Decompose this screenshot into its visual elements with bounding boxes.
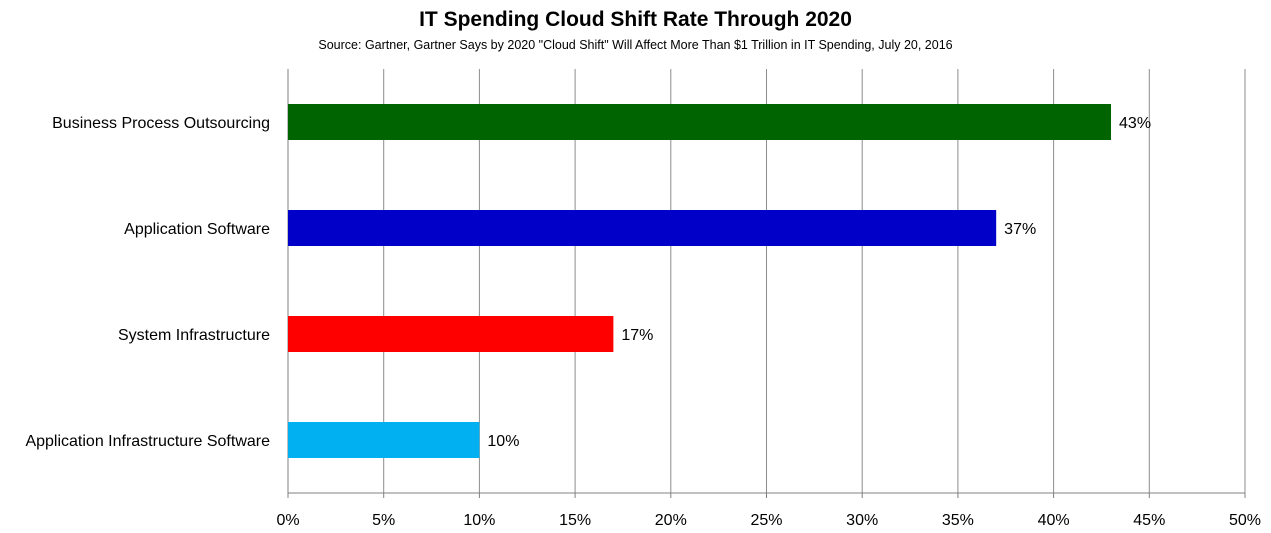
x-tick-label: 45% <box>1133 512 1165 529</box>
bars <box>288 104 1112 458</box>
data-label: 43% <box>1119 115 1151 132</box>
x-tick-label: 10% <box>463 512 495 529</box>
category-label: Application Software <box>124 221 270 238</box>
x-tick-label: 0% <box>276 512 299 529</box>
category-label: System Infrastructure <box>118 327 270 344</box>
data-label: 17% <box>621 327 653 344</box>
labels: 0% 5% 10% 15% 20% 25% 30% 35% 40% 45% 50% Business … <box>25 115 1261 529</box>
chart-title: IT Spending Cloud Shift Rate Through 202… <box>419 8 852 31</box>
x-tick-label: 25% <box>750 512 782 529</box>
x-tick-label: 35% <box>942 512 974 529</box>
x-tick-label: 15% <box>559 512 591 529</box>
category-label: Application Infrastructure Software <box>25 433 270 450</box>
bar <box>288 104 1112 140</box>
x-tick-label: 40% <box>1038 512 1070 529</box>
bar <box>288 210 997 246</box>
x-tick-label: 30% <box>846 512 878 529</box>
data-label: 37% <box>1004 221 1036 238</box>
x-tick-label: 50% <box>1229 512 1261 529</box>
bar <box>288 422 480 458</box>
chart-subtitle: Source: Gartner, Gartner Says by 2020 "C… <box>318 38 953 52</box>
data-label: 10% <box>487 433 519 450</box>
category-label: Business Process Outsourcing <box>52 115 270 132</box>
x-tick-label: 20% <box>655 512 687 529</box>
x-tick-label: 5% <box>372 512 395 529</box>
bar <box>288 316 614 352</box>
